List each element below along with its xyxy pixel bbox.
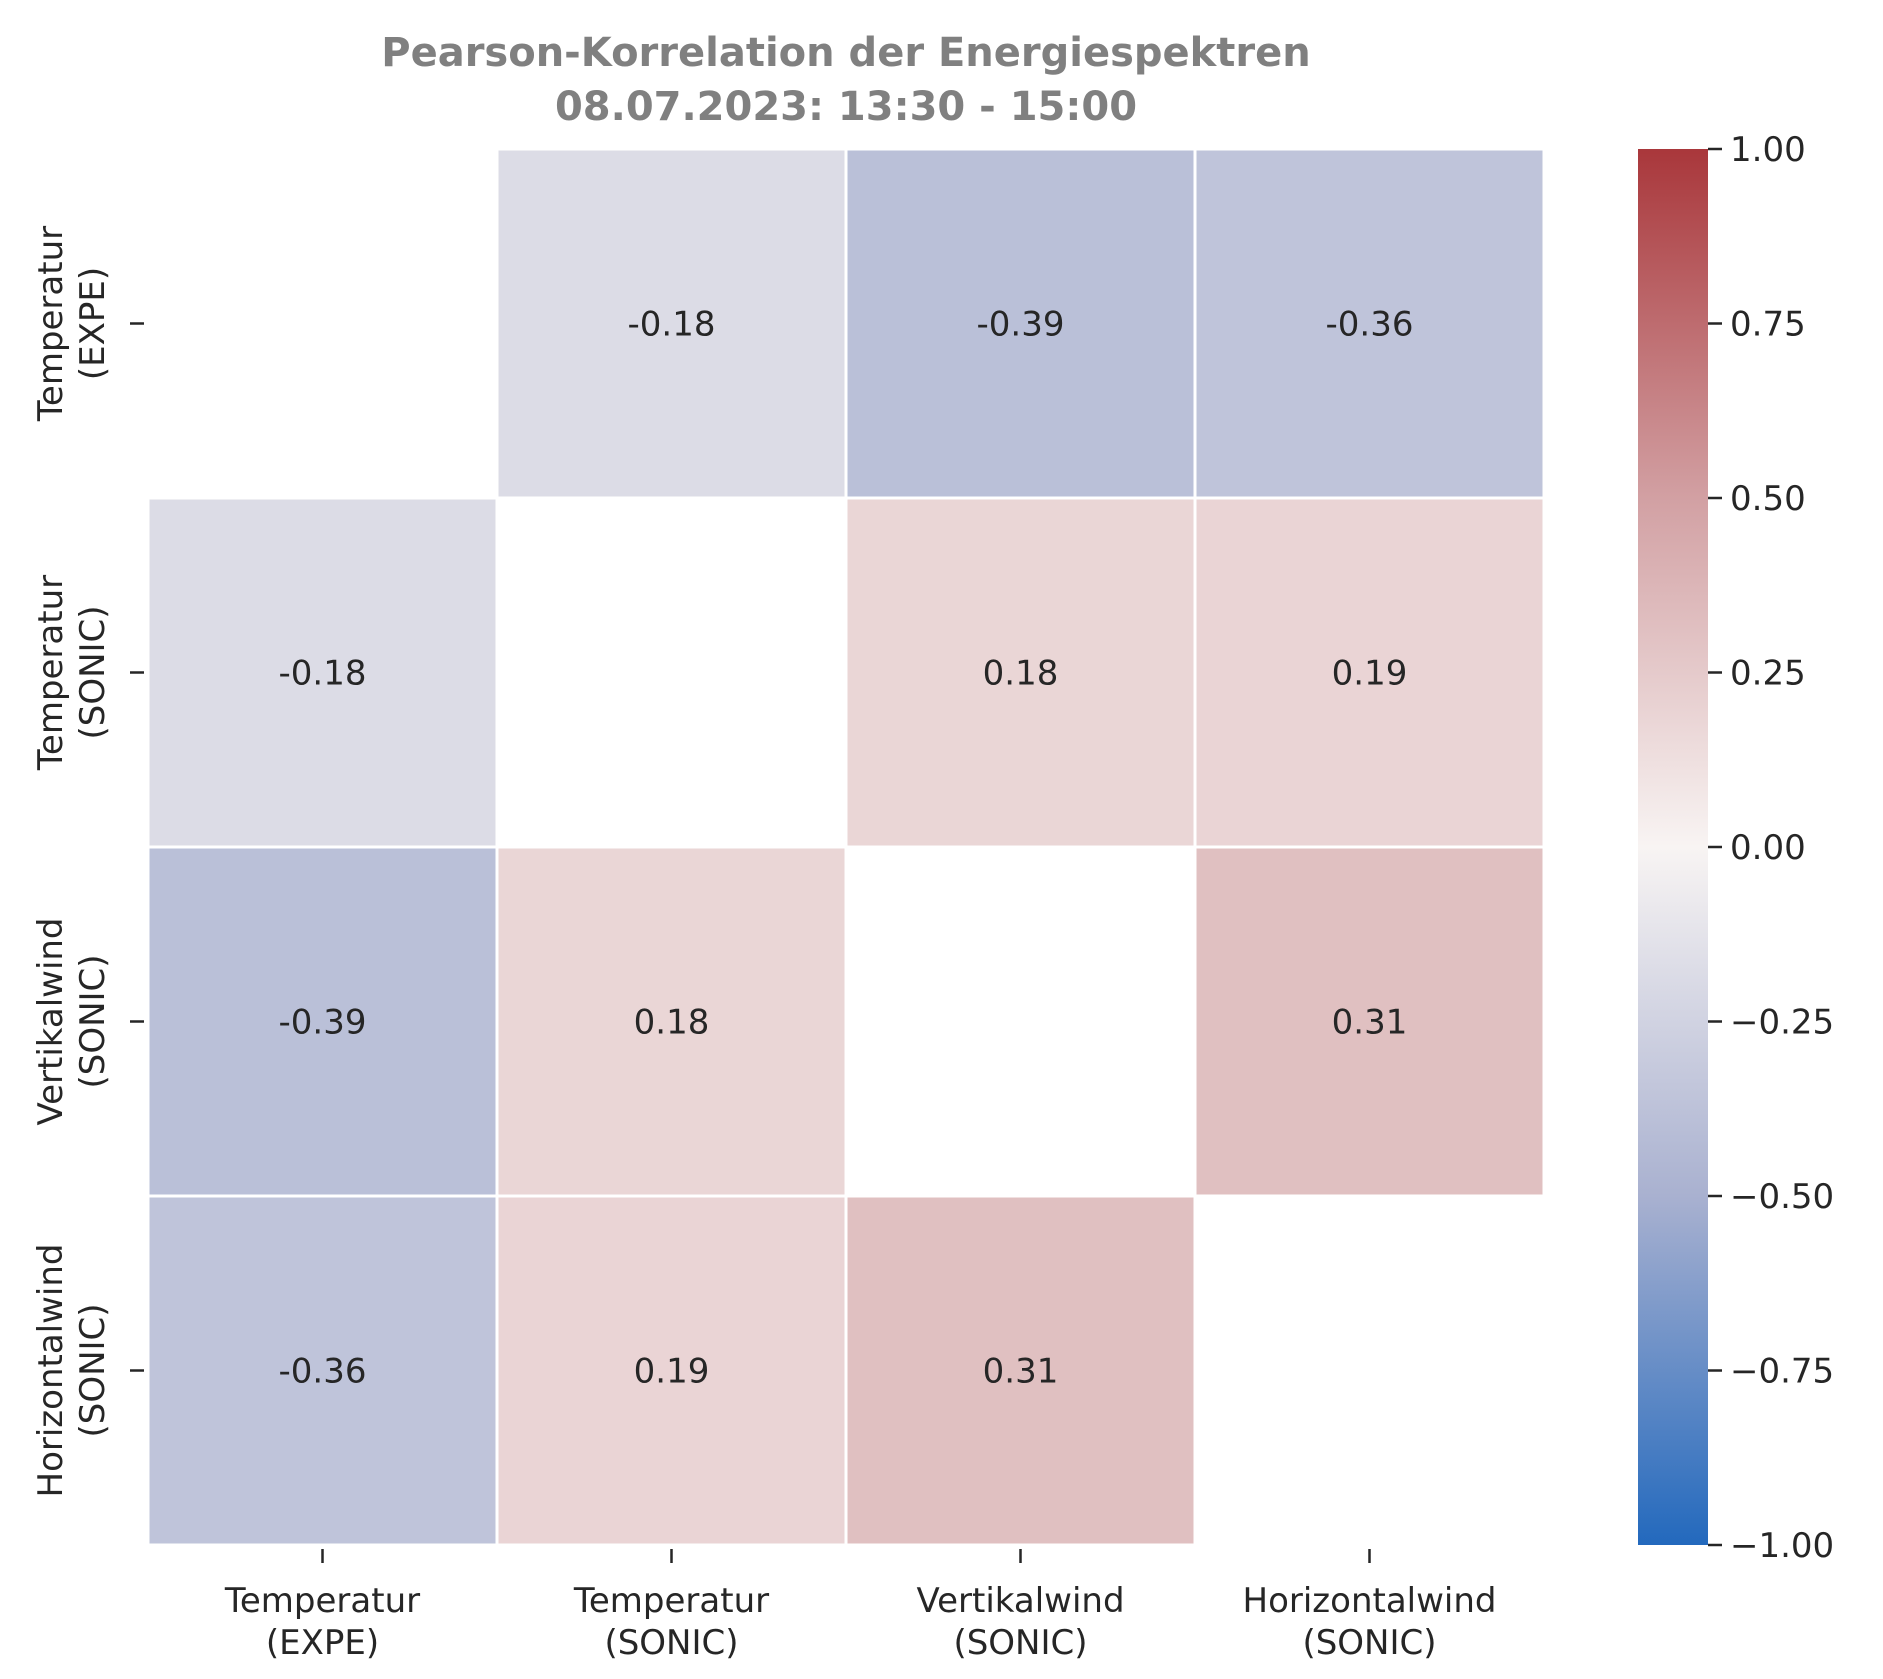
x-tick-label: Horizontalwind (SONIC) bbox=[1243, 1581, 1497, 1663]
cell-value-label: -0.39 bbox=[977, 305, 1065, 345]
cell-value-label: 0.18 bbox=[634, 1003, 710, 1043]
cell-value-label: -0.18 bbox=[279, 654, 367, 694]
heatmap-cell bbox=[495, 147, 848, 500]
heatmap-cell bbox=[146, 1194, 499, 1547]
colorbar-tick-label: 0.50 bbox=[1730, 479, 1806, 519]
y-tick-label: Vertikalwind(SONIC) bbox=[31, 917, 113, 1125]
heatmap-cells: -0.18 -0.39 -0.36 -0.18 0.18 0.19 -0.39 0.18 0.3… bbox=[146, 147, 1546, 1547]
x-tick-label: Temperatur (SONIC) bbox=[573, 1581, 769, 1663]
cell-value-label: -0.39 bbox=[279, 1003, 367, 1043]
colorbar-tick-label: −0.50 bbox=[1730, 1177, 1834, 1217]
colorbar-tick-label: 0.25 bbox=[1730, 654, 1806, 694]
cell-value-label: -0.36 bbox=[279, 1352, 367, 1392]
chart-subtitle: 08.07.2023: 13:30 - 15:00 bbox=[555, 84, 1137, 130]
cell-value-label: -0.18 bbox=[628, 305, 716, 345]
cell-value-label: 0.19 bbox=[1332, 654, 1408, 694]
heatmap-cell bbox=[1193, 147, 1546, 500]
cell-value-label: 0.31 bbox=[1332, 1003, 1408, 1043]
colorbar-tick-label: −1.00 bbox=[1730, 1526, 1834, 1566]
colorbar: 1.00 0.75 0.50 0.25 0.00 −0.25 −0.50 −0.75 −1.00 bbox=[1638, 130, 1834, 1566]
cell-value-label: -0.36 bbox=[1326, 305, 1414, 345]
heatmap-cell bbox=[495, 845, 848, 1198]
y-tick-label: Temperatur(EXPE) bbox=[31, 226, 113, 422]
heatmap-cell bbox=[146, 496, 499, 849]
x-axis: Temperatur (EXPE) Temperatur (SONIC) Vertika… bbox=[224, 1549, 1497, 1663]
x-tick-label: Temperatur (EXPE) bbox=[224, 1581, 420, 1663]
heatmap-cell bbox=[844, 496, 1197, 849]
y-tick-label: Horizontalwind(SONIC) bbox=[31, 1244, 113, 1498]
colorbar-gradient bbox=[1638, 149, 1708, 1545]
colorbar-tick-label: −0.75 bbox=[1730, 1352, 1834, 1392]
heatmap-cell bbox=[844, 1194, 1197, 1547]
y-tick-label: Temperatur(SONIC) bbox=[31, 575, 113, 771]
colorbar-tick-label: 1.00 bbox=[1730, 130, 1806, 170]
colorbar-tick-label: 0.75 bbox=[1730, 305, 1806, 345]
y-axis: Temperatur(EXPE) Temperatur(SONIC) Vertika… bbox=[31, 226, 144, 1498]
colorbar-tick-label: −0.25 bbox=[1730, 1003, 1834, 1043]
colorbar-tick-label: 0.00 bbox=[1730, 828, 1806, 868]
cell-value-label: 0.19 bbox=[634, 1352, 710, 1392]
cell-value-label: 0.31 bbox=[983, 1352, 1059, 1392]
cell-value-label: 0.18 bbox=[983, 654, 1059, 694]
chart-title: Pearson-Korrelation der Energiespektren bbox=[381, 30, 1310, 76]
heatmap-cell bbox=[844, 147, 1197, 500]
heatmap-cell bbox=[1193, 496, 1546, 849]
x-tick-label: Vertikalwind (SONIC) bbox=[916, 1581, 1124, 1663]
heatmap-cell bbox=[1193, 845, 1546, 1198]
